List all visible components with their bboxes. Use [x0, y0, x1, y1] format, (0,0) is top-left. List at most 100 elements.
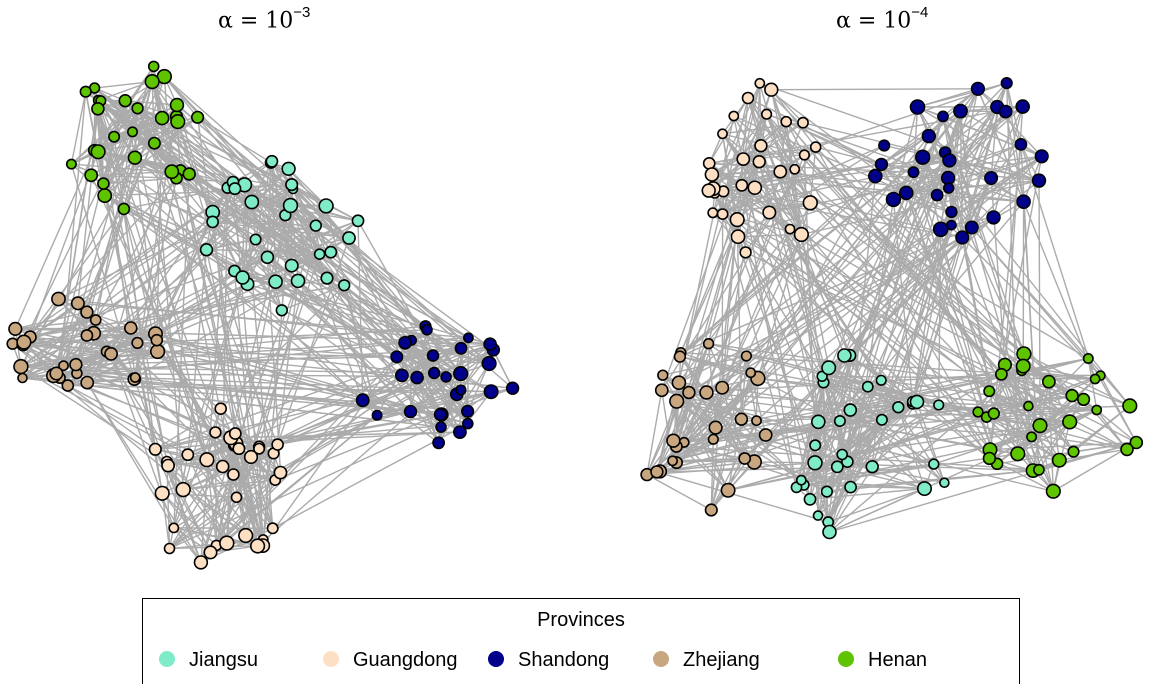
node-zhejiang: [51, 291, 66, 307]
node-jiangsu: [268, 274, 283, 290]
graph-edge: [817, 135, 930, 423]
node-zhejiang: [657, 369, 669, 381]
node-guangdong: [798, 149, 811, 161]
node-shandong: [942, 182, 955, 194]
node-henan: [1026, 431, 1038, 443]
node-jiangsu: [285, 178, 299, 192]
node-shandong: [1016, 194, 1031, 209]
node-shandong: [440, 371, 452, 383]
graph-edge: [163, 76, 490, 365]
node-zhejiang: [654, 383, 669, 398]
node-guangdong: [729, 212, 745, 228]
node-shandong: [907, 166, 920, 179]
node-jiangsu: [939, 477, 950, 489]
node-guangdong: [181, 448, 195, 462]
graph-edge: [276, 280, 299, 445]
graph-edge: [661, 389, 882, 421]
graph-edge: [789, 228, 990, 392]
node-henan: [118, 93, 132, 108]
graph-edge: [977, 88, 1096, 380]
graph-edge: [1096, 409, 1128, 450]
graph-edge: [646, 390, 663, 475]
node-jiangsu: [199, 243, 214, 257]
graph-edge: [880, 88, 979, 165]
node-henan: [170, 113, 186, 130]
node-zhejiang: [58, 360, 69, 372]
node-jiangsu: [244, 194, 260, 210]
node-guangdong: [802, 195, 818, 211]
node-zhejiang: [751, 415, 762, 427]
graph-edge: [125, 100, 178, 106]
node-guangdong: [243, 449, 259, 465]
title-alpha-1e-3: α = 10−3: [218, 4, 310, 33]
node-guangdong: [754, 77, 766, 89]
node-zhejiang: [702, 338, 715, 350]
node-jiangsu: [795, 474, 807, 486]
node-shandong: [1034, 149, 1049, 164]
graph-edge: [960, 110, 1043, 157]
node-zhejiang: [80, 329, 94, 342]
graph-edge: [154, 211, 214, 335]
graph-edge: [221, 187, 229, 467]
node-henan: [144, 73, 160, 90]
graph-edge: [727, 394, 1073, 492]
node-henan: [1033, 463, 1045, 476]
graph-edge: [766, 113, 990, 459]
node-shandong: [914, 149, 931, 165]
node-henan: [995, 367, 1008, 381]
graph-edge: [173, 527, 202, 563]
legend-item-shandong: Shandong: [488, 649, 609, 672]
node-guangdong: [716, 208, 729, 220]
node-shandong: [461, 417, 474, 430]
node-shandong: [433, 407, 447, 421]
node-shandong: [986, 210, 1001, 225]
graph-edge: [262, 356, 398, 546]
graph-edge: [656, 461, 755, 473]
node-guangdong: [739, 246, 752, 259]
graph-edge: [770, 89, 817, 148]
graph-edge: [814, 228, 942, 446]
graph-edge: [77, 302, 469, 339]
node-jiangsu: [342, 231, 356, 245]
graph-edge: [197, 116, 272, 164]
node-guangdong: [163, 542, 176, 555]
node-zhejiang: [650, 465, 664, 479]
graph-edge: [97, 108, 328, 279]
node-henan: [972, 406, 984, 418]
node-shandong: [505, 381, 520, 395]
graph-edge: [678, 115, 735, 383]
node-shandong: [483, 337, 497, 352]
graph-edge: [715, 365, 1024, 429]
node-guangdong: [730, 229, 746, 245]
node-guangdong: [266, 522, 279, 535]
graph-edge: [721, 228, 791, 389]
node-henan: [1065, 388, 1079, 403]
graph-edge: [166, 354, 434, 463]
graph-edge: [23, 341, 107, 353]
node-henan: [90, 144, 106, 160]
node-guangdong: [735, 178, 749, 192]
graph-edge: [942, 116, 1025, 355]
node-zhejiang: [667, 455, 678, 467]
graph-edge: [897, 406, 926, 489]
graph-edge: [770, 89, 811, 204]
graph-edge: [460, 343, 491, 391]
node-guangdong: [707, 207, 719, 219]
title-right-exponent: −4: [911, 4, 929, 21]
node-guangdong: [168, 522, 180, 534]
node-zhejiang: [131, 336, 144, 350]
node-zhejiang: [671, 375, 687, 391]
graph-edge: [785, 121, 882, 166]
node-guangdong: [760, 108, 773, 120]
graph-edge: [659, 438, 714, 473]
graph-edge: [90, 174, 364, 401]
node-jiangsu: [844, 480, 857, 494]
node-shandong: [945, 205, 958, 219]
node-henan: [97, 188, 113, 203]
node-zhejiang: [708, 420, 723, 435]
node-zhejiang: [89, 314, 102, 326]
node-henan: [1010, 446, 1026, 462]
graph-edge: [771, 88, 978, 91]
graph-edge: [950, 211, 1054, 492]
node-guangdong: [232, 442, 246, 456]
